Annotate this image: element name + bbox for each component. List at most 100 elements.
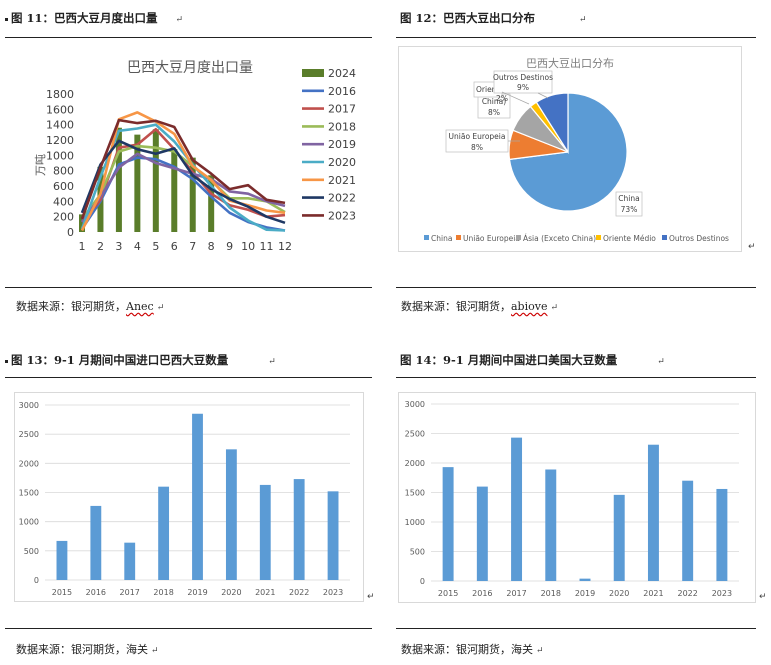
paragraph-mark-icon: ↵ [268, 357, 276, 367]
figure-13-top-rule [5, 377, 372, 378]
y-tick-label: 1000 [405, 518, 425, 527]
paragraph-mark-icon: ↵ [657, 357, 665, 367]
x-tick-label: 12 [278, 240, 292, 253]
figure-11-title: 图 11：巴西大豆月度出口量 [11, 11, 158, 25]
figure-12-title: 图 12：巴西大豆出口分布 [400, 11, 536, 25]
y-tick-label: 2500 [19, 430, 39, 439]
figure-11-top-rule [5, 37, 372, 38]
y-tick-label: 400 [53, 195, 74, 208]
china-import-brazil-bar-chart: 0 500 1000 1500 2000 2500 3000 2015 2016 2017 2018… [19, 401, 350, 597]
y-tick-label: 600 [53, 180, 74, 193]
y-tick-label: 1500 [405, 489, 425, 498]
bar [682, 480, 694, 581]
us-import-chart-frame [398, 392, 756, 603]
bar [124, 542, 136, 580]
source-link-abiove[interactable]: abiove [511, 300, 548, 313]
pie-label-box [615, 191, 643, 217]
x-tick-label: 2019 [575, 589, 595, 598]
x-tick-label: 11 [260, 240, 274, 253]
y-tick-label: 2000 [19, 459, 39, 468]
chart-title: 巴西大豆月度出口量 [127, 60, 253, 76]
x-tick-label: 2020 [609, 589, 629, 598]
pie-label-value: 8% [471, 143, 483, 152]
legend-swatch [516, 235, 521, 240]
paragraph-mark-icon: ↵ [175, 15, 184, 25]
x-tick-label: 2023 [323, 588, 343, 597]
paragraph-mark-icon: ↵ [536, 646, 544, 656]
x-tick-label: 2022 [289, 588, 309, 597]
pie-label-box [493, 70, 553, 94]
x-tick-label: 5 [152, 240, 159, 253]
source-link-anec[interactable]: Anec [126, 300, 154, 313]
pie-label-value: 73% [621, 205, 638, 214]
x-tick-label: 2017 [120, 588, 140, 597]
x-tick-label: 4 [134, 240, 141, 253]
legend-label: 2019 [328, 138, 356, 151]
bar-2024 [134, 134, 141, 232]
pie-label-name: China [618, 194, 639, 203]
x-tick-label: 2022 [677, 589, 697, 598]
source-text: 数据来源：银河期货， [401, 300, 511, 313]
source-text: 数据来源：银河期货， [16, 300, 126, 313]
y-tick-label: 2500 [405, 430, 425, 439]
x-tick-label: 2016 [86, 588, 106, 597]
paragraph-mark-icon: ↵ [579, 15, 587, 25]
bar [511, 437, 523, 581]
pie-label-box [477, 93, 511, 119]
bar [579, 578, 591, 581]
bar [647, 444, 659, 581]
paragraph-mark-icon: ↵ [759, 592, 767, 602]
figure-13-source: 数据来源：银河期货，海关 ↵ [16, 641, 159, 657]
y-tick-label: 0 [67, 226, 74, 239]
x-tick-label: 10 [241, 240, 255, 253]
y-tick-label: 1200 [46, 134, 74, 147]
legend-swatch [596, 235, 601, 240]
x-tick-label: 1 [79, 240, 86, 253]
x-tick-label: 9 [226, 240, 233, 253]
bar [293, 479, 305, 580]
x-tick-label: 6 [171, 240, 178, 253]
y-axis-label: 万吨 [34, 154, 47, 176]
china-import-us-bar-chart: 0 500 1000 1500 2000 2500 3000 2015 2016 2017 2018… [405, 400, 739, 598]
legend-label: 2024 [328, 67, 356, 80]
y-tick-label: 500 [410, 548, 425, 557]
export-distribution-pie-chart: 巴西大豆出口分布 China 73% União Europeia 8% China) 8%… [424, 56, 729, 243]
legend-label: China [431, 234, 452, 243]
legend-swatch [662, 235, 667, 240]
y-tick-label: 500 [24, 547, 39, 556]
figure-14-source: 数据来源：银河期货，海关 ↵ [401, 641, 544, 657]
bar [90, 505, 102, 580]
chart-title: 巴西大豆出口分布 [526, 56, 614, 70]
brazil-import-chart-frame [14, 392, 364, 602]
y-tick-label: 200 [53, 211, 74, 224]
x-tick-label: 2015 [52, 588, 72, 597]
bar [225, 449, 237, 580]
bar [442, 467, 454, 581]
bar [716, 488, 728, 581]
bar [56, 540, 68, 580]
legend-label: 2023 [328, 209, 356, 222]
legend-label: 2020 [328, 156, 356, 169]
x-tick-label: 2020 [221, 588, 241, 597]
paragraph-mark-icon: ↵ [748, 242, 756, 252]
bar [476, 486, 488, 581]
paragraph-mark-icon: ↵ [156, 303, 165, 313]
figure-11-source: 数据来源：银河期货，Anec ↵ [16, 298, 164, 314]
pie-label-value: 8% [488, 108, 500, 117]
figure-12-bottom-rule [396, 287, 756, 288]
pie-label-value: 9% [517, 83, 529, 92]
pie-leader-line [501, 91, 530, 105]
source-text: 数据来源：银河期货，海关 [16, 643, 148, 656]
bar-2024 [152, 129, 159, 232]
pie-label-value: 2% [496, 94, 508, 103]
x-tick-label: 2018 [153, 588, 173, 597]
legend-label: Oriente Médio [603, 234, 656, 243]
legend-label: Outros Destinos [669, 234, 729, 243]
bar [259, 484, 271, 580]
y-tick-label: 1000 [19, 518, 39, 527]
legend-label: 2021 [328, 174, 356, 187]
bar [613, 494, 625, 581]
series-line-2021 [80, 111, 286, 232]
pie-label-name: União Europeia [449, 132, 506, 141]
